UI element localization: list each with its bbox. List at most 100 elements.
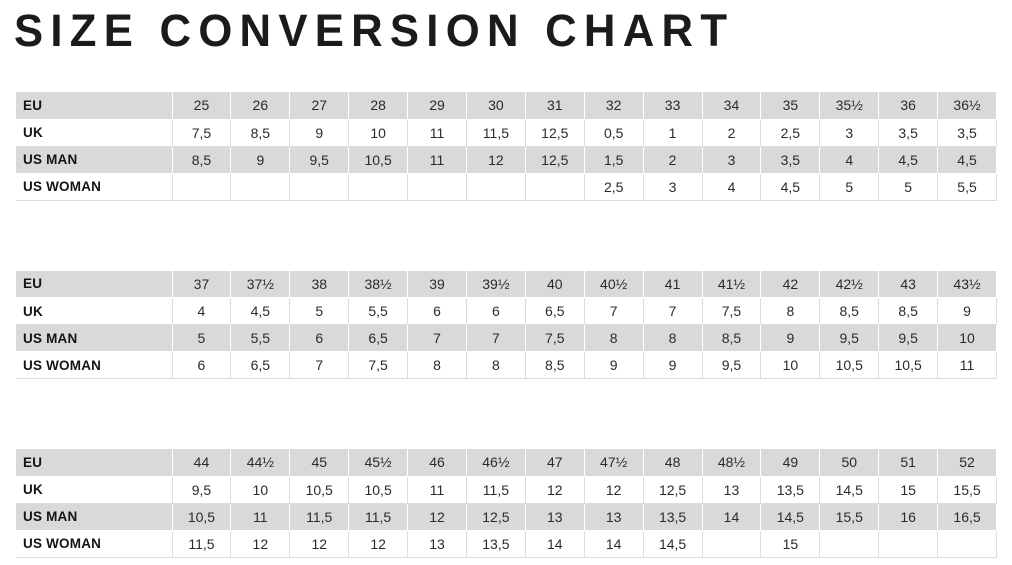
size-cell: 36½: [937, 92, 997, 120]
size-cell: 15,5: [819, 503, 880, 531]
size-cell: 16: [878, 503, 939, 531]
size-cell: 2,5: [760, 119, 821, 147]
size-cell: 42½: [819, 270, 880, 298]
size-cell: [289, 173, 350, 201]
size-cell: 9: [289, 119, 350, 147]
size-cell: 52: [937, 449, 997, 477]
size-cell: 42: [760, 270, 821, 298]
size-cell: 6,5: [230, 351, 291, 379]
table-row: UK 9,5 10 10,5 10,5 11 11,5 12 12 12,5 13 13,5 14,5 1…: [16, 476, 997, 504]
row-label-us-woman: US WOMAN: [16, 351, 173, 379]
size-cell: 8,5: [525, 351, 585, 379]
row-label-eu: EU: [16, 270, 173, 298]
size-cell: 10,5: [878, 351, 939, 379]
size-cell: 9: [643, 351, 703, 379]
size-cell: 10,5: [172, 503, 232, 531]
size-cell: 39: [407, 270, 467, 298]
size-cell: 35½: [819, 92, 880, 120]
size-cell: 8,5: [230, 119, 291, 147]
size-cell: 8: [760, 297, 821, 325]
size-cell: 45½: [348, 449, 409, 477]
size-cell: 12,5: [643, 476, 703, 504]
size-cell: 7: [407, 324, 467, 352]
size-cell: 12: [230, 530, 291, 558]
page-title: SIZE CONVERSION CHART: [14, 5, 735, 56]
size-cell: 15: [760, 530, 821, 558]
size-cell: 12: [584, 476, 644, 504]
size-cell: 46: [407, 449, 467, 477]
size-cell: 11,5: [289, 503, 350, 531]
size-cell: [525, 173, 585, 201]
size-cell: 43: [878, 270, 939, 298]
size-cell: 3: [643, 173, 703, 201]
size-cell: 11,5: [466, 119, 526, 147]
size-cell: 3,5: [937, 119, 997, 147]
size-cell: 5: [819, 173, 880, 201]
size-cell: 7,5: [172, 119, 232, 147]
size-cell: 4,5: [937, 146, 997, 174]
size-cell: 11: [407, 119, 467, 147]
size-cell: 14: [525, 530, 585, 558]
size-cell: 11: [937, 351, 997, 379]
size-cell: 12: [466, 146, 526, 174]
size-cell: [407, 173, 467, 201]
size-cell: 13,5: [643, 503, 703, 531]
size-cell: 12: [525, 476, 585, 504]
size-cell: 11,5: [466, 476, 526, 504]
size-cell: 10,5: [348, 476, 409, 504]
size-cell: 27: [289, 92, 350, 120]
size-cell: 28: [348, 92, 409, 120]
size-cell: 2: [643, 146, 703, 174]
row-label-uk: UK: [16, 297, 173, 325]
size-cell: 37: [172, 270, 232, 298]
size-cell: 11: [407, 146, 467, 174]
size-cell: 6: [407, 297, 467, 325]
size-cell: 50: [819, 449, 880, 477]
table-row: EU 44 44½ 45 45½ 46 46½ 47 47½ 48 48½ 49 50 51 52: [16, 449, 997, 477]
size-cell: 7,5: [702, 297, 762, 325]
table-row: US MAN 5 5,5 6 6,5 7 7 7,5 8 8 8,5 9 9,5 9,5 10: [16, 324, 997, 352]
row-label-eu: EU: [16, 449, 173, 477]
size-cell: 40½: [584, 270, 644, 298]
size-cell: 4,5: [230, 297, 291, 325]
size-cell: 14: [702, 503, 762, 531]
size-cell: 33: [643, 92, 703, 120]
size-cell: 12: [289, 530, 350, 558]
size-cell: 7,5: [525, 324, 585, 352]
size-cell: 30: [466, 92, 526, 120]
size-cell: 1,5: [584, 146, 644, 174]
size-cell: 5,5: [230, 324, 291, 352]
size-cell: 49: [760, 449, 821, 477]
size-cell: 15,5: [937, 476, 997, 504]
size-cell: [937, 530, 997, 558]
size-cell: 14: [584, 530, 644, 558]
size-cell: 11: [230, 503, 291, 531]
size-table-3: EU 44 44½ 45 45½ 46 46½ 47 47½ 48 48½ 49 50 51 52 UK 9,5…: [16, 449, 997, 558]
size-cell: 12,5: [525, 119, 585, 147]
size-cell: 39½: [466, 270, 526, 298]
size-cell: 15: [878, 476, 939, 504]
size-cell: [466, 173, 526, 201]
row-label-us-woman: US WOMAN: [16, 173, 173, 201]
size-cell: 8: [466, 351, 526, 379]
size-cell: 12: [407, 503, 467, 531]
table-row: EU 37 37½ 38 38½ 39 39½ 40 40½ 41 41½ 42 42½ 43 43½: [16, 270, 997, 298]
size-cell: 41: [643, 270, 703, 298]
size-cell: 45: [289, 449, 350, 477]
size-cell: 8: [643, 324, 703, 352]
size-cell: 5: [172, 324, 232, 352]
size-cell: 9: [937, 297, 997, 325]
size-cell: 10,5: [819, 351, 880, 379]
table-row: US WOMAN 11,5 12 12 12 13 13,5 14 14 14,5 15: [16, 530, 997, 558]
size-cell: 40: [525, 270, 585, 298]
size-cell: 1: [643, 119, 703, 147]
size-cell: 34: [702, 92, 762, 120]
size-cell: 38: [289, 270, 350, 298]
size-cell: 36: [878, 92, 939, 120]
size-cell: [348, 173, 409, 201]
size-cell: 5,5: [348, 297, 409, 325]
size-cell: 6,5: [348, 324, 409, 352]
size-table-1: EU 25 26 27 28 29 30 31 32 33 34 35 35½ 36 36½ UK 7,5 8,5…: [16, 92, 997, 201]
row-label-us-woman: US WOMAN: [16, 530, 173, 558]
